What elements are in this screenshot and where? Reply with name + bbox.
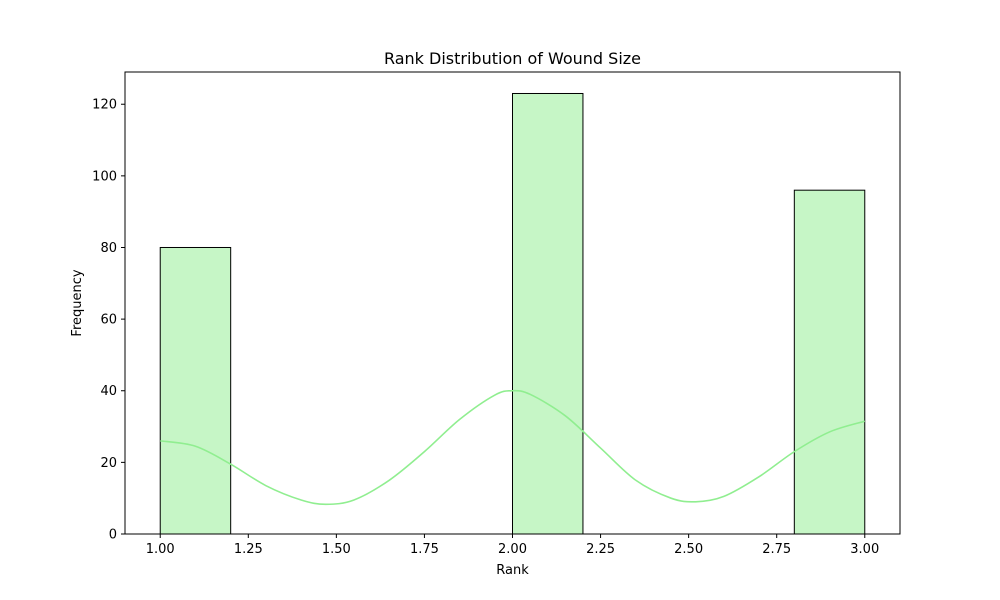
histogram-bar [512,92,584,535]
x-tick-label: 2.25 [586,542,615,557]
x-axis-label: Rank [496,563,529,578]
histogram-bar [159,246,232,535]
kde-curve [160,389,866,506]
y-tick-label: 100 [92,169,117,184]
chart-title: Rank Distribution of Wound Size [384,49,641,68]
x-tick-label: 1.00 [146,542,175,557]
x-axis-ticks: 1.00 1.25 1.50 1.75 2.00 2.25 2.50 2.75 3.00 [146,534,879,557]
y-tick-label: 120 [92,98,117,113]
x-tick-label: 2.75 [762,542,791,557]
bars-group [159,92,866,535]
y-axis-ticks: 0 20 40 60 80 100 120 [92,98,125,543]
x-tick-label: 2.00 [498,542,527,557]
y-tick-label: 20 [100,456,117,471]
histogram-bar [793,189,866,535]
y-tick-label: 40 [100,384,117,399]
x-tick-label: 3.00 [850,542,879,557]
x-tick-label: 2.50 [674,542,703,557]
x-tick-label: 1.25 [234,542,263,557]
y-tick-label: 0 [109,528,117,543]
y-tick-label: 60 [100,313,117,328]
y-tick-label: 80 [100,241,117,256]
x-tick-label: 1.50 [322,542,351,557]
y-axis-label: Frequency [70,269,85,336]
x-tick-label: 1.75 [410,542,439,557]
